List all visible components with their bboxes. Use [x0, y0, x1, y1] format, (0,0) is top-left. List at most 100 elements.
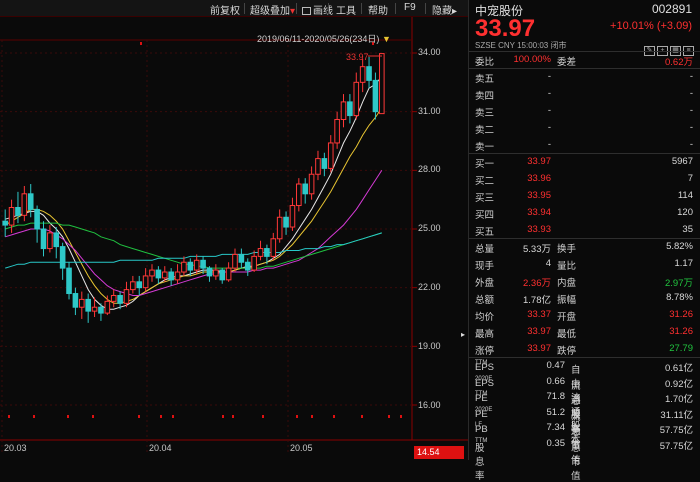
candle-body [308, 173, 315, 195]
candle-body [117, 294, 123, 304]
event-marker [372, 42, 374, 45]
fundamental-row: PE TTM 71.8 总股本 1.70亿 [469, 389, 700, 435]
stat-label: 跌停 [557, 346, 577, 357]
fund-label-sup: TTM [475, 391, 488, 397]
stat-label: 总额 [475, 295, 495, 306]
event-marker [262, 415, 264, 418]
stats-row: 涨停 33.97 跌停 27.79 [469, 340, 700, 357]
candle-body [321, 158, 328, 169]
candle-body [168, 271, 174, 281]
divider [469, 153, 700, 154]
x-tick-label: 20.05 [290, 443, 313, 453]
candle-body [238, 253, 245, 263]
bid-volume: 35 [682, 224, 693, 235]
weibi-row: 委比 100.00% 委差 0.62万 [469, 51, 700, 68]
candle-body [276, 216, 283, 240]
toolbar-divider [296, 3, 297, 14]
fund-label-text: 总股本 [571, 396, 581, 435]
fund-label-text: 自由流通股本 [571, 365, 581, 446]
stat-value: 33.97 [527, 343, 551, 354]
fund-label-sup: LF [475, 422, 483, 428]
candle-body [315, 158, 321, 175]
stats-row: 均价 33.37 开盘 31.26 [469, 306, 700, 323]
stat-value: 1.78亿 [523, 295, 551, 306]
candle-body [347, 101, 353, 117]
candle-body [219, 269, 226, 281]
ask-row: 卖二 - - [469, 119, 700, 136]
stat-value: 1.17 [674, 258, 694, 269]
toolbar-adjust-button[interactable]: 前复权 [210, 6, 240, 17]
ask-price: - [547, 122, 551, 133]
event-marker [92, 415, 94, 418]
quote-panel: 中宠股份 002891 33.97 +10.01% (+3.09) SZSE C… [468, 0, 700, 482]
candle-body [359, 66, 366, 83]
stats-row: 总量 5.33万 换手 5.82% [469, 238, 700, 255]
stat-value: 2.97万 [665, 278, 693, 289]
weicha-value: 0.62万 [665, 57, 693, 68]
candle-body [123, 289, 130, 304]
date-range-text: 2019/06/11-2020/05/26(234日) [257, 34, 380, 44]
ask-row: 卖五 - - [469, 68, 700, 85]
bid-row: 买四 33.94 120 [469, 204, 700, 221]
fundamental-row: PB LF 7.34 总市值 1 57.75亿 [469, 420, 700, 466]
fund-value: 0.47 [546, 360, 566, 371]
fundamental-row: EPS 2020E 0.66 流通股本 0.92亿 [469, 374, 700, 434]
divider [469, 238, 700, 239]
stats-row: 现手 4 量比 1.17 [469, 255, 700, 272]
fund-label-sup: TTM [475, 360, 488, 366]
candlestick-chart[interactable] [0, 0, 468, 460]
range-dropdown-icon[interactable]: ▼ [381, 34, 391, 44]
stat-value: 31.26 [669, 309, 693, 320]
ask-volume: - [689, 139, 693, 150]
candle-body [8, 206, 15, 226]
bid-volume: 7 [687, 173, 693, 184]
y-tick-label: 28.00 [418, 164, 441, 174]
bid-price: 33.94 [527, 207, 551, 218]
x-tick-label: 20.04 [149, 443, 172, 453]
candle-body [149, 269, 155, 277]
candle-body [244, 261, 251, 271]
fundamental-row: EPS TTM 0.47 自由流通股本 0.61亿 [469, 358, 700, 446]
bid-row: 买三 33.95 114 [469, 187, 700, 204]
ask-label: 卖一 [475, 142, 495, 153]
stat-value: 33.37 [527, 309, 551, 320]
y-tick-label: 31.00 [418, 106, 441, 116]
candle-body [78, 298, 85, 308]
toolbar-help-button[interactable]: 帮助 [368, 6, 388, 17]
candle-body [366, 66, 372, 81]
bid-price: 33.97 [527, 156, 551, 167]
bid-price: 33.96 [527, 173, 551, 184]
hide-arrow-icon: ▸ [452, 6, 458, 17]
stat-label: 均价 [475, 312, 495, 323]
toolbar-tools-button[interactable]: 工具 [336, 6, 356, 17]
candle-body [289, 205, 296, 228]
y-tick-label: 22.00 [418, 282, 441, 292]
candle-body [264, 248, 270, 257]
market-meta: SZSE CNY 15:00:03 闭市 [475, 41, 567, 50]
toolbar-hide-button[interactable]: 隐藏▸ [432, 2, 457, 17]
bid-volume: 5967 [671, 156, 693, 167]
fund-label: 总市值 1 [571, 422, 581, 466]
stat-label: 外盘 [475, 278, 495, 289]
moving-average-line [4, 107, 383, 304]
y-tick-label: 16.00 [418, 400, 441, 410]
toolbar-draw-button[interactable]: 画线 [302, 2, 333, 17]
event-marker [361, 415, 363, 418]
ask-label: 卖二 [475, 125, 495, 136]
panel-toggle-icon[interactable]: ▸ [461, 330, 466, 339]
stat-value: 8.78% [666, 292, 693, 303]
toolbar-overlay-button[interactable]: 超级叠加▾ [250, 2, 295, 17]
candle-body [302, 183, 309, 195]
toolbar-divider [244, 3, 245, 14]
fund-label-text: PE [475, 408, 488, 420]
candle-body [66, 267, 72, 295]
candle-body [72, 293, 79, 308]
candle-body [200, 259, 206, 269]
candle-body [91, 306, 98, 312]
overlay-dropdown-icon: ▾ [290, 6, 296, 17]
stat-value: 27.79 [669, 343, 693, 354]
candle-body [15, 206, 21, 216]
candle-body [372, 79, 379, 113]
fund-value: 51.2 [546, 406, 566, 418]
toolbar-f9-button[interactable]: F9 [404, 2, 416, 13]
